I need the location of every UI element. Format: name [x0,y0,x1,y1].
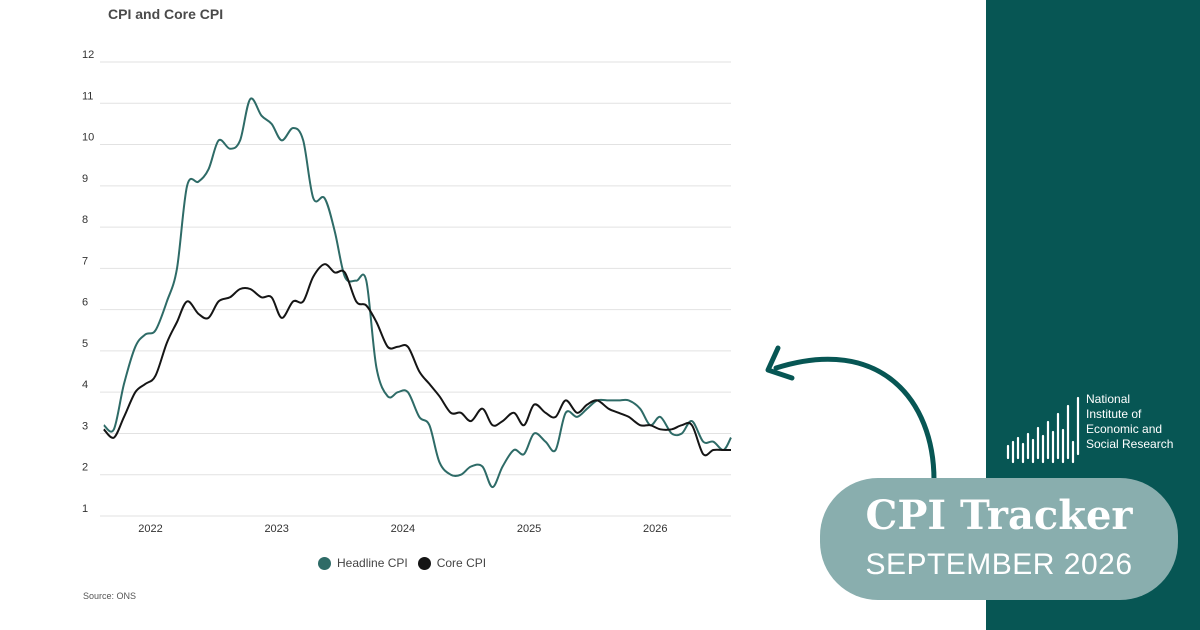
niesr-logo: National Institute of Economic and Socia… [1004,392,1186,464]
headline-cpi-line [103,97,732,489]
y-tick-label: 11 [82,90,93,102]
x-tick-label: 2024 [391,523,415,535]
legend-marker-core [417,556,431,570]
chart-title: CPI and Core CPI [108,6,224,22]
source-note: Source: ONS [83,591,137,601]
chart-legend: Headline CPI Core CPI [318,556,486,570]
y-tick-label: 12 [82,49,94,61]
niesr-logo-text: National Institute of Economic and Socia… [1086,392,1186,452]
y-tick-label: 8 [82,214,88,226]
core-cpi-line [103,263,731,457]
tracker-badge: CPI Tracker SEPTEMBER 2026 [820,478,1178,600]
grid-lines [100,61,731,517]
y-tick-label: 3 [82,420,88,432]
legend-item-headline[interactable]: Headline CPI [318,556,408,570]
series-lines [103,97,732,489]
logo-text-line: Social Research [1086,437,1174,451]
y-tick-label: 1 [82,503,88,515]
x-tick-label: 2023 [264,523,288,535]
legend-label-headline: Headline CPI [337,556,408,570]
legend-label-core: Core CPI [436,556,487,570]
x-tick-label: 2025 [517,523,541,535]
logo-text-line: Institute of [1086,407,1142,421]
y-tick-label: 4 [82,379,88,391]
badge-title: CPI Tracker [865,492,1133,539]
y-tick-label: 10 [82,132,94,144]
y-tick-label: 6 [82,297,88,309]
y-tick-label: 5 [82,338,88,350]
logo-text-line: Economic and [1086,422,1163,436]
x-axis-ticks: 2022 2023 2024 2025 2026 [138,523,667,535]
niesr-logo-bars-icon [1006,396,1080,464]
logo-text-line: National [1086,392,1131,406]
legend-item-core[interactable]: Core CPI [417,556,487,570]
y-tick-label: 2 [82,462,88,474]
y-tick-label: 7 [82,255,88,267]
x-tick-label: 2026 [643,523,667,535]
x-tick-label: 2022 [138,523,162,535]
legend-marker-headline [318,556,331,570]
badge-subtitle: SEPTEMBER 2026 [865,548,1133,581]
y-tick-label: 9 [82,173,88,185]
